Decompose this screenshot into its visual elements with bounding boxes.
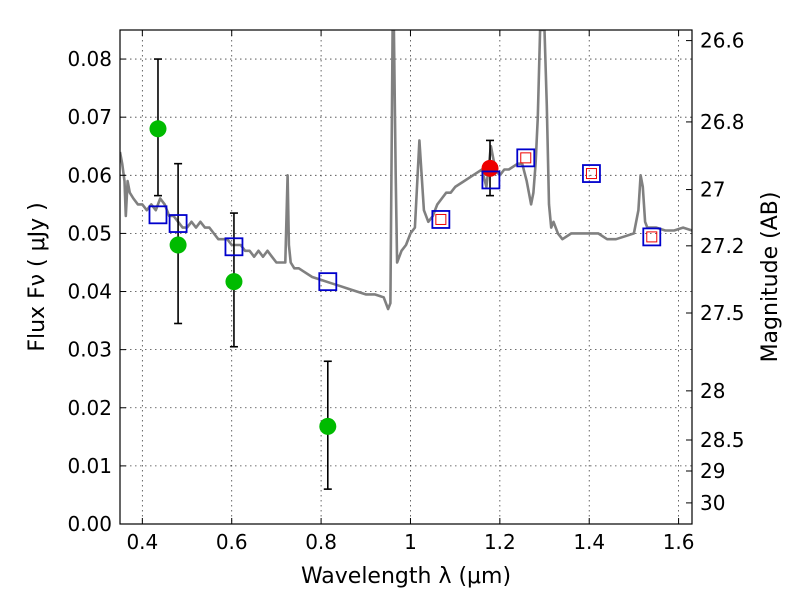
x-tick-label: 0.6	[216, 530, 248, 554]
y-tick-label: 0.08	[67, 47, 112, 71]
x-tick-label: 0.4	[126, 530, 158, 554]
model-square	[168, 214, 188, 233]
y-tick-label: 0.06	[67, 163, 112, 187]
y-tick-label: 0.02	[67, 396, 112, 420]
y-tick-label: 0.04	[67, 280, 112, 304]
x-tick-label: 1.2	[484, 530, 516, 554]
model-inner-square	[585, 168, 597, 180]
mag-tick-label: 29	[700, 459, 725, 483]
markers	[148, 58, 662, 490]
plot-frame	[119, 29, 693, 525]
model-square	[481, 170, 501, 190]
model-square	[516, 148, 536, 168]
mag-tick-label: 26.6	[700, 29, 745, 53]
model-square	[148, 205, 168, 225]
mag-tick-label: 27.5	[700, 301, 745, 325]
model-square	[431, 210, 451, 229]
x-tick-label: 1.4	[573, 530, 605, 554]
observed-point	[225, 273, 243, 291]
mag-tick-label: 26.8	[700, 110, 745, 134]
model-square	[318, 272, 338, 292]
plot-area	[120, 30, 692, 311]
model-inner-square	[646, 231, 658, 243]
observed-point	[169, 236, 187, 254]
model-inner-square	[520, 152, 532, 164]
y-tick-label: 0.01	[67, 454, 112, 478]
observed-point	[319, 417, 337, 435]
model-inner-square	[435, 213, 447, 225]
y-tick-label: 0.03	[67, 338, 112, 362]
y-tick-label: 0.07	[67, 105, 112, 129]
mag-tick-label: 27.2	[700, 234, 745, 258]
mag-tick-label: 27	[700, 178, 725, 202]
model-square	[224, 237, 244, 257]
mag-tick-label: 28.5	[700, 428, 745, 452]
model-square	[642, 227, 662, 247]
observed-point	[149, 120, 167, 138]
x-tick-label: 0.8	[305, 530, 337, 554]
mag-tick-label: 30	[700, 491, 725, 515]
x-tick-label: 1	[404, 530, 417, 554]
model-square	[582, 164, 601, 183]
y-axis-label: Flux Fν ( μJy )	[25, 202, 50, 351]
axes: 0.4 0.6 0.8 1 1.2 1.4 1.6 0.00 0.01 0.02 0.03 0.04 0…	[67, 29, 744, 554]
x-tick-label: 1.6	[663, 530, 695, 554]
y-tick-label: 0.00	[67, 512, 112, 536]
spectrum-line	[120, 30, 692, 311]
right-axis-label: Magnitude (AB)	[758, 192, 783, 363]
y-tick-label: 0.05	[67, 221, 112, 245]
mag-tick-label: 28	[700, 379, 725, 403]
detection-point	[481, 159, 499, 177]
x-axis-label: Wavelength λ (μm)	[301, 564, 511, 589]
